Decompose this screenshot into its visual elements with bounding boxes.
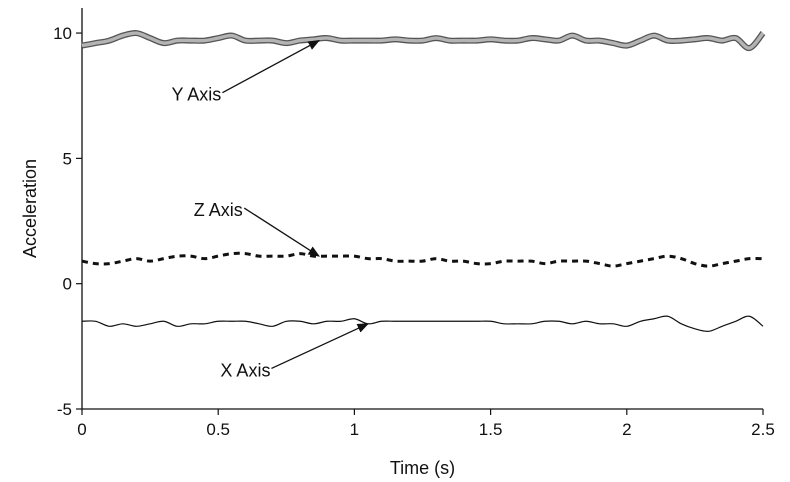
series-annotation-label: X Axis: [220, 360, 270, 380]
y-axis-title: Acceleration: [20, 159, 40, 258]
annotation-arrow: [222, 40, 321, 94]
annotation-arrow: [243, 207, 320, 257]
y-tick-label: -5: [57, 400, 72, 419]
annotations: Y Axis Z Axis X Axis: [172, 40, 370, 380]
series: [81, 29, 766, 332]
x-tick-label: 0: [77, 420, 86, 439]
series-line-lower: [81, 315, 764, 332]
series-line-middle: [81, 251, 764, 268]
x-tick-label: 2.5: [751, 420, 775, 439]
y-tick-label: 0: [63, 275, 72, 294]
axes: [81, 8, 763, 410]
series-annotation-label: Z Axis: [194, 200, 243, 220]
series-line-upper: [81, 31, 765, 50]
series-annotation-label: Y Axis: [172, 85, 222, 105]
ticks: 0 0.5 1 1.5 2 2.5 -5 0 5 10: [53, 24, 775, 439]
x-tick-label: 1: [350, 420, 359, 439]
x-tick-label: 0.5: [206, 420, 230, 439]
x-tick-label: 2: [622, 420, 631, 439]
y-tick-label: 5: [63, 149, 72, 168]
y-tick-label: 10: [53, 24, 72, 43]
annotation-arrow: [271, 323, 370, 370]
x-axis-title: Time (s): [390, 458, 455, 478]
x-tick-label: 1.5: [479, 420, 503, 439]
